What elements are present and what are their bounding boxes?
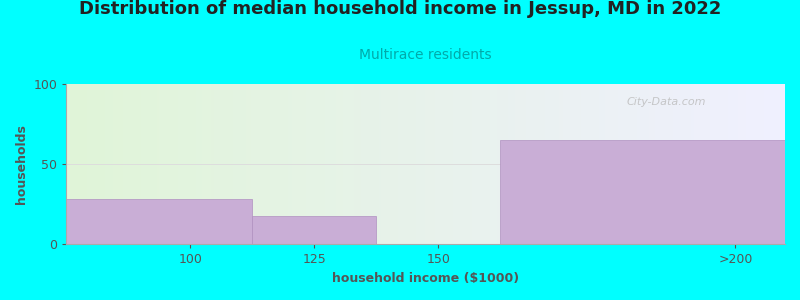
Bar	[252, 215, 376, 244]
Bar	[500, 140, 785, 244]
Text: Distribution of median household income in Jessup, MD in 2022: Distribution of median household income …	[79, 0, 721, 18]
X-axis label: household income ($1000): household income ($1000)	[332, 272, 519, 285]
Y-axis label: households: households	[15, 124, 28, 204]
Title: Multirace residents: Multirace residents	[359, 48, 492, 62]
Text: City-Data.com: City-Data.com	[627, 97, 706, 107]
Bar	[66, 200, 252, 244]
